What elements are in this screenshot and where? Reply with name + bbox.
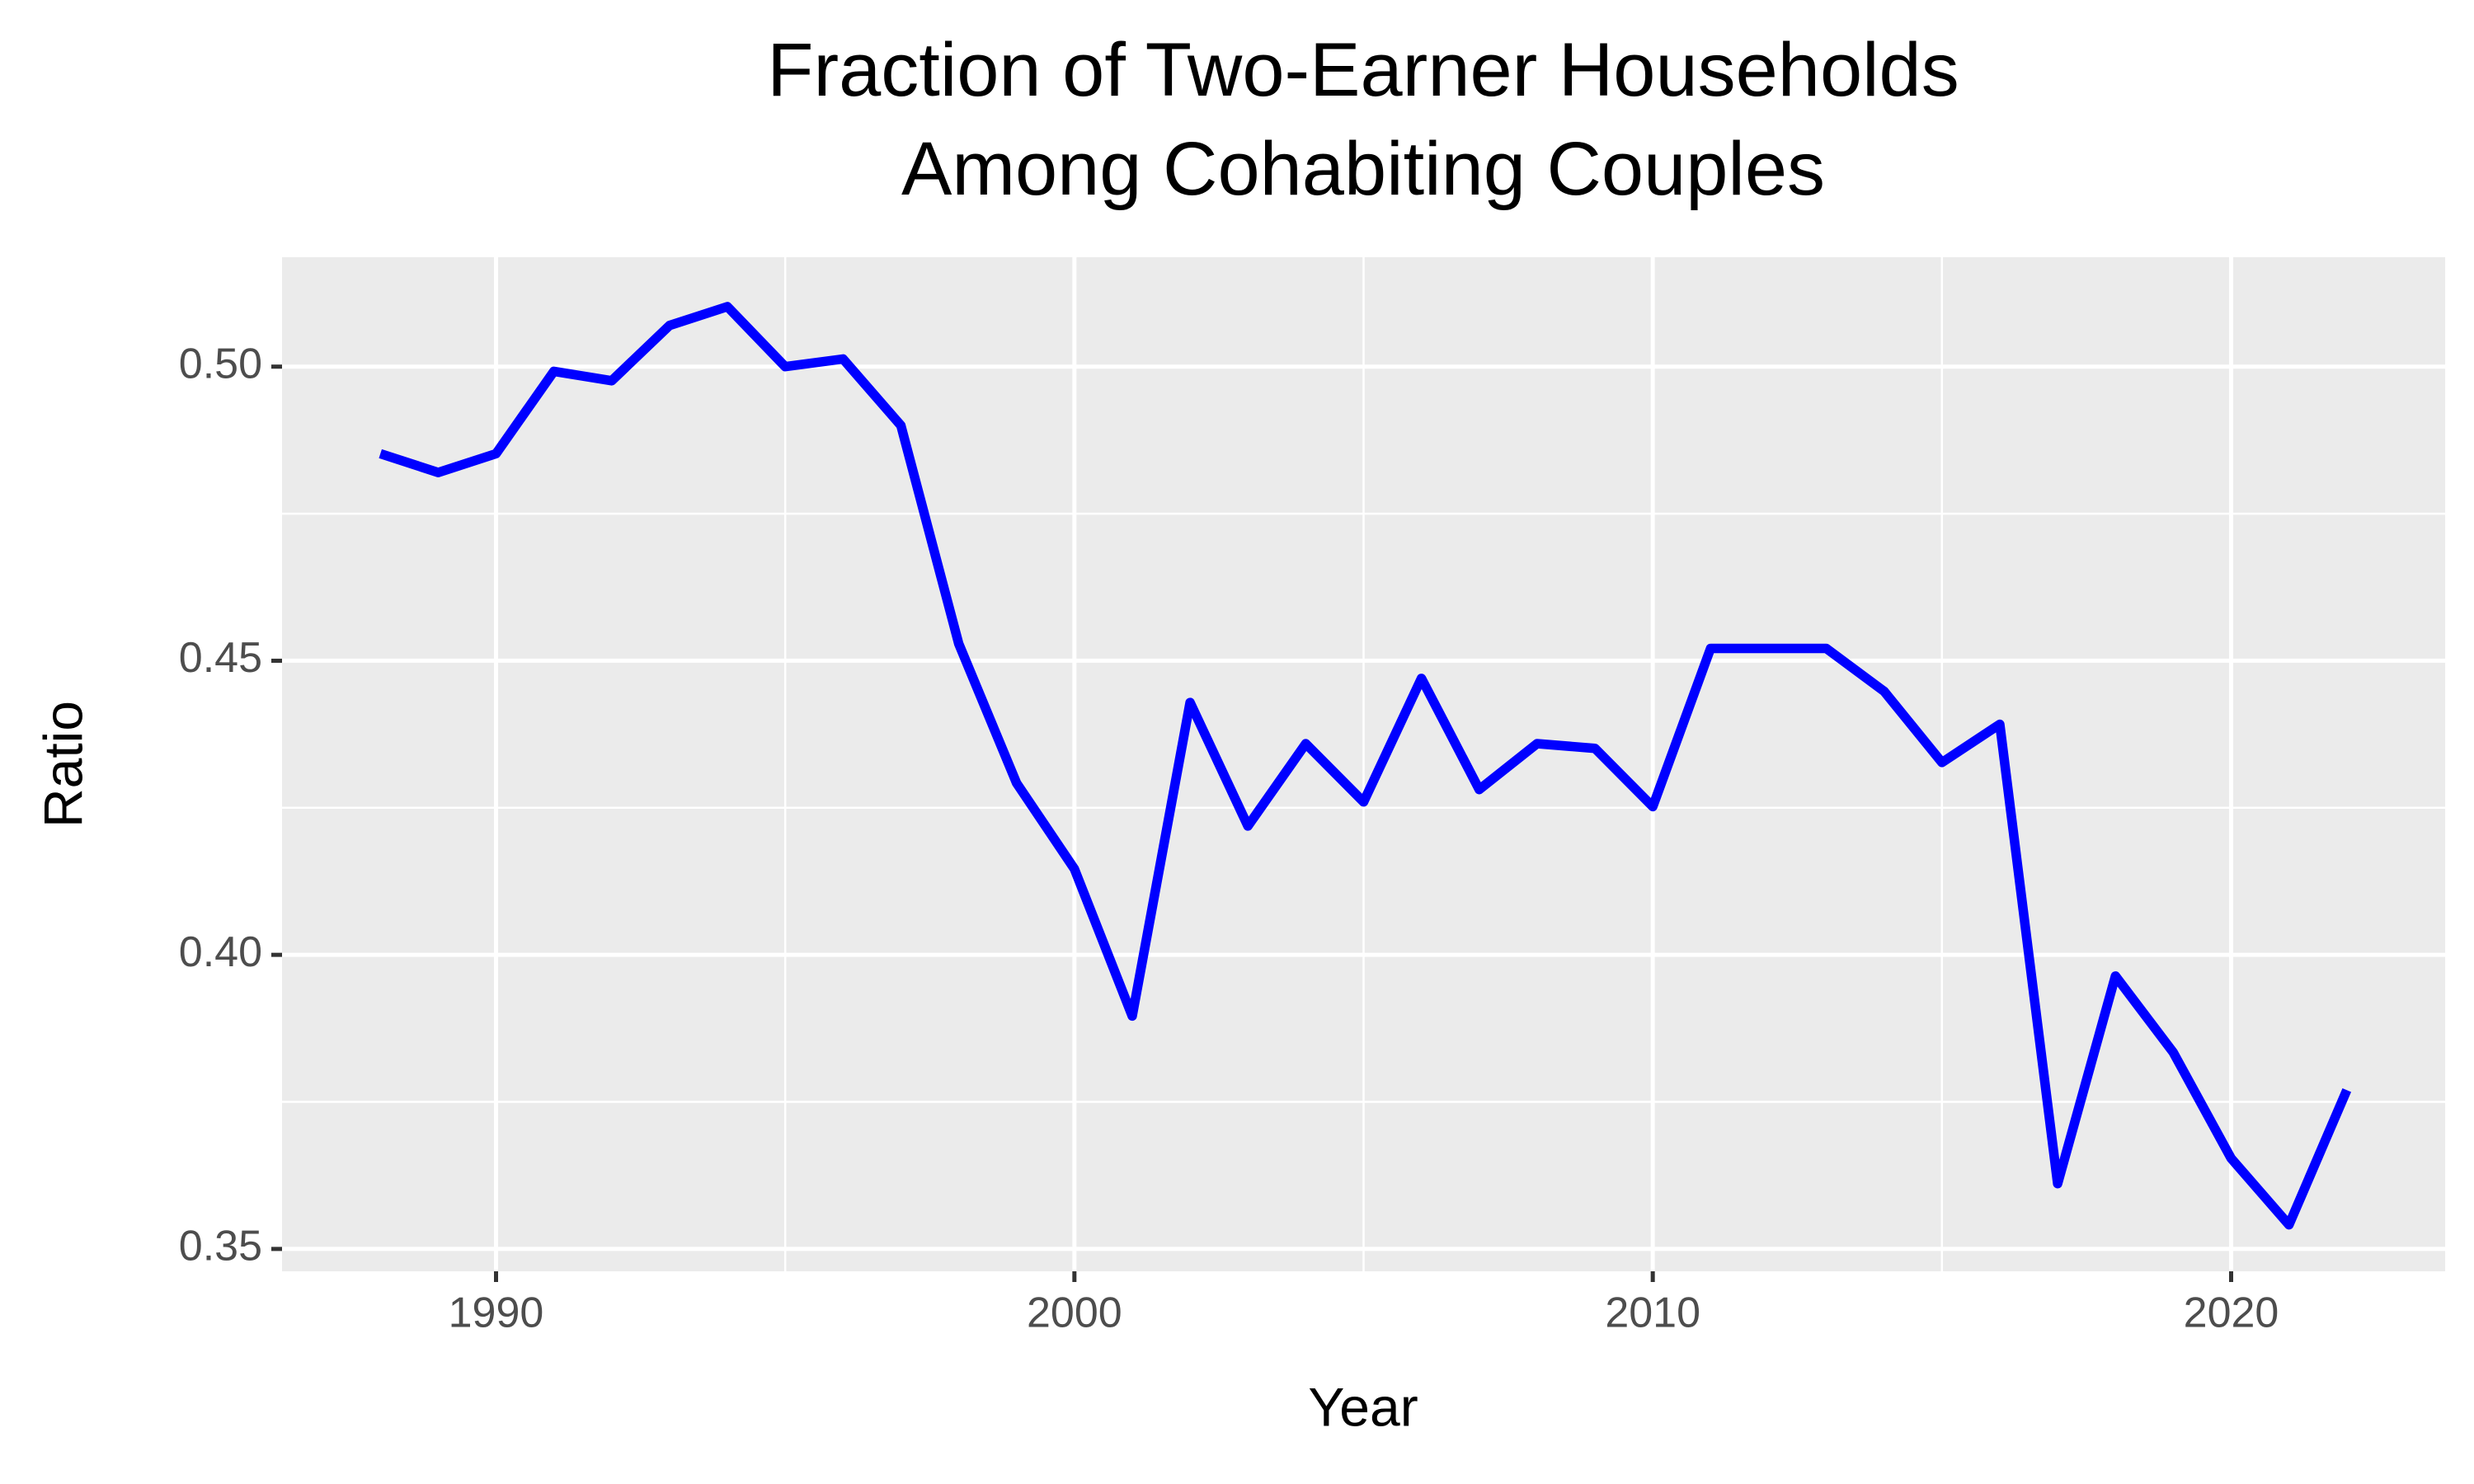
y-tick-label: 0.45 <box>179 634 262 682</box>
x-tick-label: 2010 <box>1605 1289 1700 1337</box>
x-axis-title: Year <box>1308 1376 1418 1437</box>
y-tick-label: 0.50 <box>179 340 262 387</box>
y-tick-label: 0.40 <box>179 928 262 976</box>
data-line <box>379 302 2352 1230</box>
chart-title: Fraction of Two-Earner Households Among C… <box>767 28 1959 211</box>
y-axis-title: Ratio <box>32 701 93 828</box>
y-tick-label: 0.35 <box>179 1223 262 1270</box>
x-tick-label: 1990 <box>449 1289 544 1337</box>
x-tick-label: 2020 <box>2184 1289 2279 1337</box>
x-tick-label: 2000 <box>1027 1289 1122 1337</box>
